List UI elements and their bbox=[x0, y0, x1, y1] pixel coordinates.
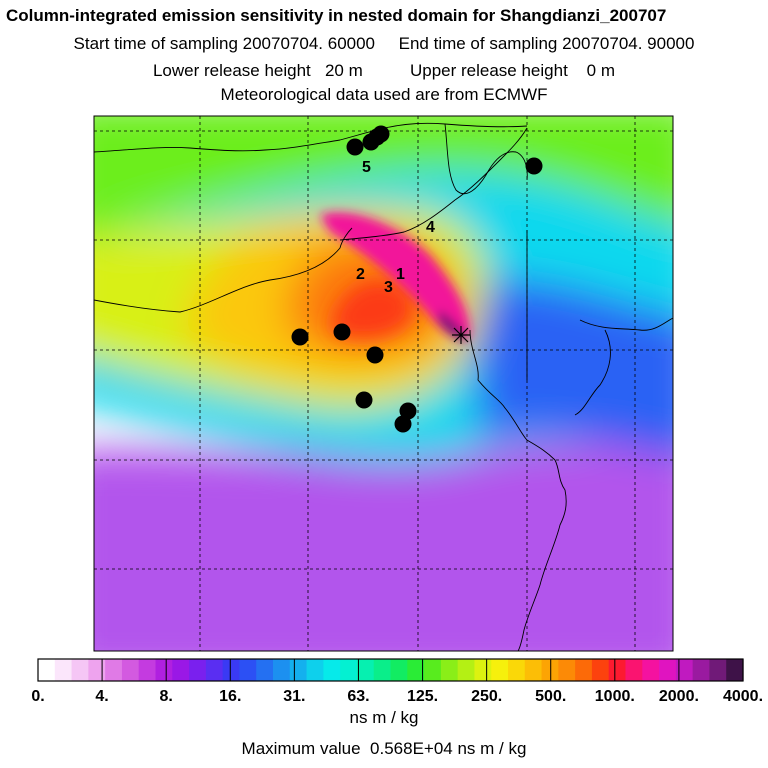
colorbar-swatch bbox=[189, 659, 207, 681]
label-1: 1 bbox=[396, 266, 405, 283]
colorbar-swatch bbox=[440, 659, 459, 681]
numbered-labels: 1 2 3 4 5 bbox=[356, 159, 435, 296]
colorbar-tick-label: 500. bbox=[535, 688, 566, 705]
colorbar-swatch bbox=[340, 659, 358, 681]
sampling-time-line: Start time of sampling 20070704. 60000 E… bbox=[73, 34, 695, 53]
label-4: 4 bbox=[426, 219, 435, 236]
met-data-line: Meteorological data used are from ECMWF bbox=[220, 85, 548, 104]
maximum-value-label: Maximum value 0.568E+04 ns m / kg bbox=[241, 739, 527, 758]
colorbar-swatch bbox=[390, 659, 408, 681]
colorbar-tick-label: 31. bbox=[283, 688, 305, 705]
colorbar-swatch bbox=[424, 659, 442, 681]
colorbar-swatch bbox=[692, 659, 711, 681]
colorbar-swatch bbox=[625, 659, 643, 681]
map-borders bbox=[94, 122, 673, 651]
colorbar-swatch bbox=[88, 659, 106, 681]
colorbar-swatch bbox=[222, 659, 241, 681]
colorbar-frame bbox=[37, 658, 744, 682]
colorbar-swatch bbox=[105, 659, 123, 681]
colorbar-swatch bbox=[205, 659, 224, 681]
marker-dot bbox=[355, 391, 373, 409]
colorbar-swatch bbox=[38, 659, 56, 681]
colorbar-swatch bbox=[172, 659, 190, 681]
marker-dot bbox=[394, 415, 412, 433]
chart-title: Column-integrated emission sensitivity i… bbox=[6, 6, 667, 25]
colorbar-swatch bbox=[608, 659, 627, 681]
colorbar-swatch bbox=[121, 659, 140, 681]
colorbar-tick-label: 63. bbox=[347, 688, 369, 705]
colorbar-swatch bbox=[675, 659, 694, 681]
colorbar-swatch bbox=[524, 659, 543, 681]
marker-dot bbox=[399, 402, 417, 420]
colorbar-tick-label: 16. bbox=[219, 688, 241, 705]
plot-frame bbox=[93, 115, 674, 652]
colorbar-units: ns m / kg bbox=[349, 708, 419, 727]
marker-dot bbox=[372, 125, 390, 143]
colorbar: 0. 4. 8. 16. 31. 63. 125. 250. 500. 1000. 2000. 400… bbox=[31, 658, 763, 705]
colorbar-swatch bbox=[323, 659, 341, 681]
colorbar-swatch bbox=[659, 659, 677, 681]
colorbar-tick-label: 4. bbox=[95, 688, 108, 705]
sensitivity-field bbox=[94, 116, 673, 651]
colorbar-swatch bbox=[642, 659, 660, 681]
colorbar-tick-label: 8. bbox=[160, 688, 173, 705]
marker-dot bbox=[525, 157, 543, 175]
marker-dot bbox=[291, 328, 309, 346]
marker-dot bbox=[346, 138, 364, 156]
colorbar-swatch bbox=[591, 659, 610, 681]
colorbar-swatch bbox=[457, 659, 476, 681]
colorbar-tick-label: 4000. bbox=[723, 688, 763, 705]
colorbar-swatch bbox=[239, 659, 257, 681]
colorbar-swatch bbox=[726, 659, 744, 681]
lat-lon-grid bbox=[94, 116, 673, 651]
colorbar-swatch bbox=[491, 659, 509, 681]
star-marker bbox=[452, 326, 470, 344]
colorbar-swatch bbox=[558, 659, 576, 681]
colorbar-swatch bbox=[256, 659, 274, 681]
colorbar-swatch bbox=[306, 659, 324, 681]
colorbar-swatch bbox=[71, 659, 89, 681]
colorbar-swatch bbox=[373, 659, 392, 681]
colorbar-tick-label: 2000. bbox=[659, 688, 699, 705]
colorbar-tick-label: 250. bbox=[471, 688, 502, 705]
colorbar-swatch bbox=[508, 659, 526, 681]
colorbar-swatch bbox=[356, 659, 375, 681]
marker-dot bbox=[366, 346, 384, 364]
colorbar-swatch bbox=[54, 659, 73, 681]
release-height-line: Lower release height 20 m Upper release … bbox=[152, 61, 616, 80]
colorbar-swatch bbox=[289, 659, 308, 681]
label-3: 3 bbox=[384, 279, 393, 296]
colorbar-swatch bbox=[575, 659, 593, 681]
label-5: 5 bbox=[362, 159, 371, 176]
colorbar-swatch bbox=[474, 659, 492, 681]
label-2: 2 bbox=[356, 266, 365, 283]
colorbar-tick-label: 1000. bbox=[595, 688, 635, 705]
colorbar-tick-label: 0. bbox=[31, 688, 44, 705]
marker-layer bbox=[291, 125, 543, 433]
colorbar-swatch bbox=[709, 659, 727, 681]
marker-dot bbox=[333, 323, 351, 341]
colorbar-swatch bbox=[273, 659, 291, 681]
colorbar-swatch bbox=[155, 659, 173, 681]
colorbar-swatch bbox=[138, 659, 157, 681]
colorbar-swatch bbox=[407, 659, 425, 681]
colorbar-tick-label: 125. bbox=[407, 688, 438, 705]
